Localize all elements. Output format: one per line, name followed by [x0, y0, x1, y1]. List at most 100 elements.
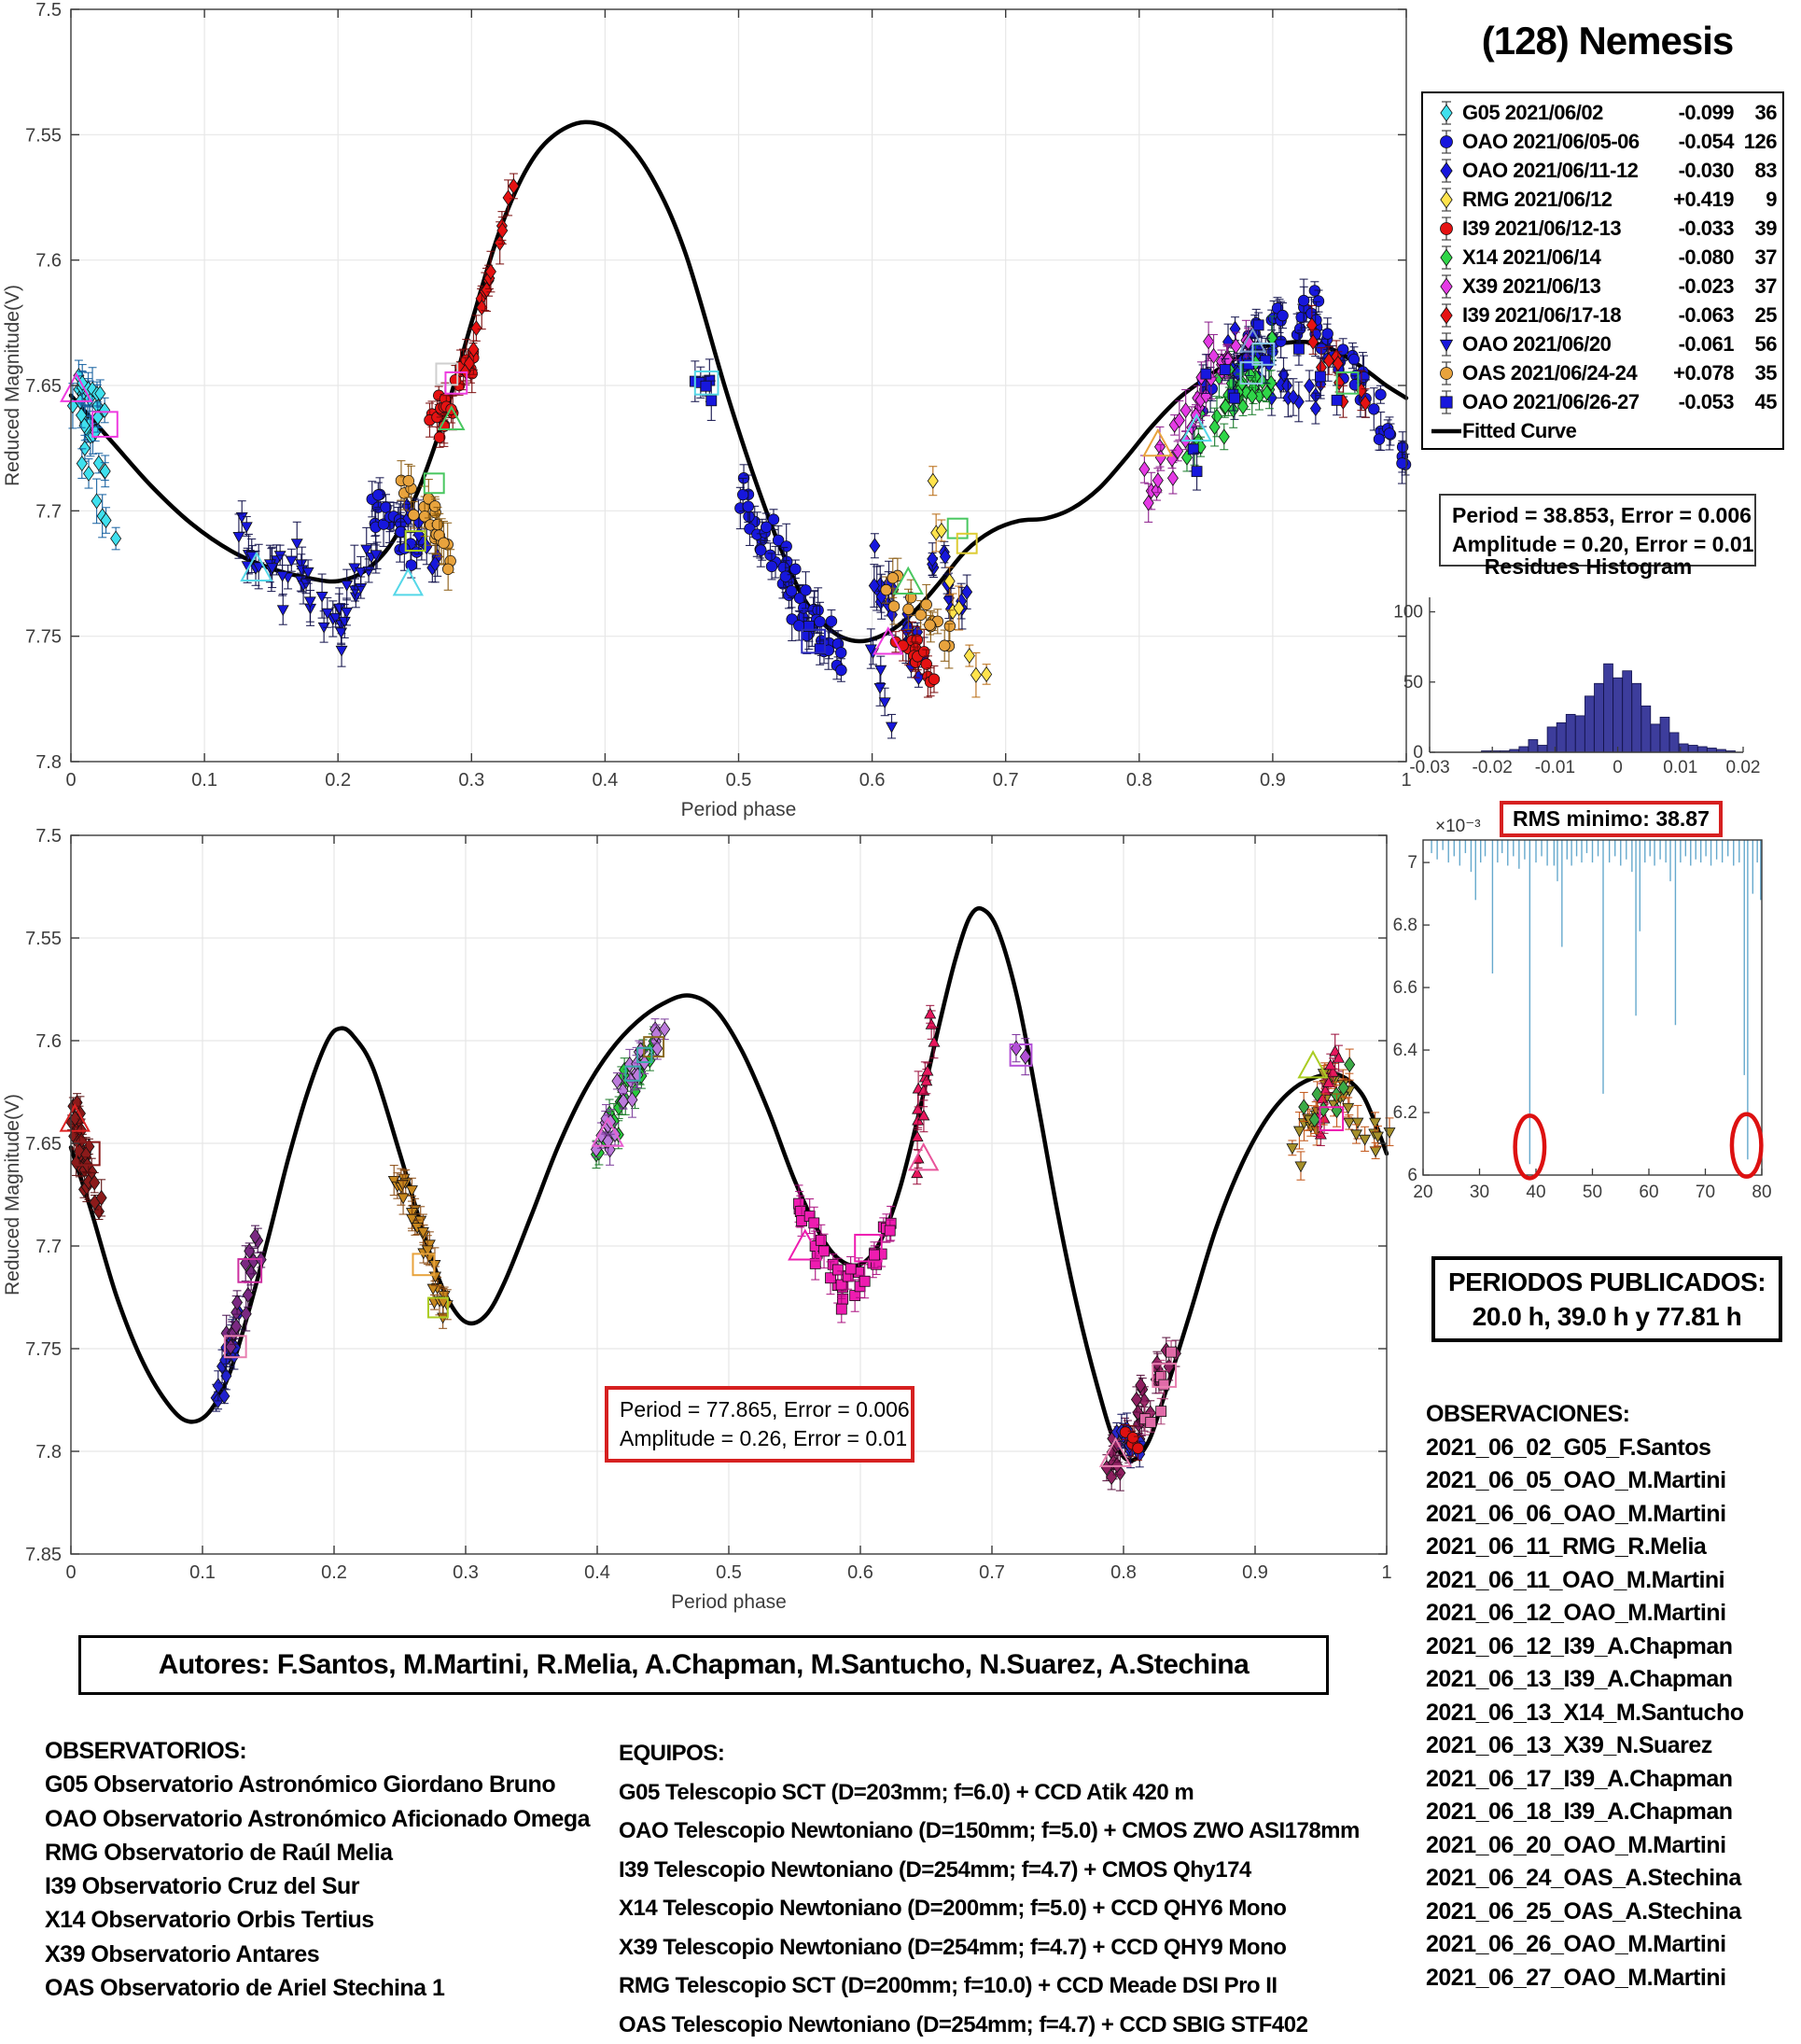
observation-item: 2021_06_24_OAS_A.Stechina [1426, 1862, 1799, 1896]
svg-text:0.3: 0.3 [458, 770, 484, 791]
svg-text:-0.01: -0.01 [1535, 758, 1575, 777]
svg-text:0.3: 0.3 [453, 1562, 479, 1583]
observatory-item: RMG Observatorio de Raúl Melia [45, 1836, 590, 1869]
observation-item: 2021_06_02_G05_F.Santos [1426, 1432, 1799, 1465]
published-periods-box: PERIODOS PUBLICADOS: 20.0 h, 39.0 h y 77… [1431, 1256, 1782, 1342]
equipment-item: X39 Telescopio Newtoniano (D=254mm; f=4.… [619, 1928, 1360, 1967]
svg-text:Reduced Magnitude(V): Reduced Magnitude(V) [2, 1094, 23, 1295]
legend-count: 37 [1734, 245, 1777, 270]
svg-text:0.6: 0.6 [847, 1562, 873, 1583]
legend-label: I39 2021/06/12-13 [1462, 217, 1657, 241]
legend-count: 36 [1734, 101, 1777, 125]
svg-text:0.5: 0.5 [716, 1562, 742, 1583]
observatories-items: G05 Observatorio Astronómico Giordano Br… [45, 1768, 590, 2005]
fit-period-77h: Period = 77.865, Error = 0.006 [620, 1395, 900, 1424]
legend-count: 37 [1734, 274, 1777, 299]
observation-item: 2021_06_13_I39_A.Chapman [1426, 1663, 1799, 1697]
authors-box: Autores: F.Santos, M.Martini, R.Melia, A… [78, 1635, 1329, 1695]
legend-offset: -0.061 [1657, 332, 1734, 357]
legend-label: I39 2021/06/17-18 [1462, 303, 1657, 328]
observation-item: 2021_06_27_OAO_M.Martini [1426, 1962, 1799, 1995]
published-periods-values: 20.0 h, 39.0 h y 77.81 h [1439, 1299, 1775, 1334]
legend-count: 126 [1734, 130, 1777, 154]
equipment-item: OAO Telescopio Newtoniano (D=150mm; f=5.… [619, 1812, 1360, 1851]
svg-text:0: 0 [1613, 758, 1623, 777]
svg-text:0.2: 0.2 [325, 770, 351, 791]
legend-offset: -0.080 [1657, 245, 1734, 270]
observatory-item: OAO Observatorio Astronómico Aficionado … [45, 1802, 590, 1836]
observation-item: 2021_06_18_I39_A.Chapman [1426, 1796, 1799, 1829]
legend-label: OAO 2021/06/11-12 [1462, 159, 1657, 183]
observation-item: 2021_06_26_OAO_M.Martini [1426, 1928, 1799, 1962]
legend-offset: +0.078 [1657, 361, 1734, 385]
observatory-item: I39 Observatorio Cruz del Sur [45, 1869, 590, 1903]
legend-count: 83 [1734, 159, 1777, 183]
svg-text:7.75: 7.75 [25, 627, 62, 648]
legend-count: 45 [1734, 390, 1777, 414]
svg-text:Period phase: Period phase [671, 1591, 787, 1613]
equipment-item: RMG Telescopio SCT (D=200mm; f=10.0) + C… [619, 1967, 1360, 2006]
legend-label: OAO 2021/06/26-27 [1462, 390, 1657, 414]
observation-item: 2021_06_06_OAO_M.Martini [1426, 1498, 1799, 1532]
published-periods-title: PERIODOS PUBLICADOS: [1439, 1265, 1775, 1299]
svg-text:80: 80 [1752, 1183, 1771, 1202]
fit-params-box-77h: Period = 77.865, Error = 0.006 Amplitude… [605, 1386, 914, 1463]
observation-item: 2021_06_11_RMG_R.Melia [1426, 1531, 1799, 1564]
svg-text:70: 70 [1696, 1183, 1715, 1202]
svg-text:7.6: 7.6 [35, 1031, 62, 1052]
legend-count: 25 [1734, 303, 1777, 328]
observations-title: OBSERVACIONES: [1426, 1398, 1799, 1432]
svg-text:7.6: 7.6 [35, 251, 62, 272]
legend-fitted-label: Fitted Curve [1462, 419, 1777, 443]
equipment-item: G05 Telescopio SCT (D=203mm; f=6.0) + CC… [619, 1773, 1360, 1813]
observation-item: 2021_06_12_I39_A.Chapman [1426, 1631, 1799, 1664]
legend-marker-diamond-icon [1431, 186, 1462, 214]
legend-marker-diamond-icon [1431, 99, 1462, 127]
legend-marker-square-icon [1431, 388, 1462, 416]
svg-text:7.8: 7.8 [35, 1442, 62, 1463]
svg-text:20: 20 [1413, 1183, 1432, 1202]
legend-count: 9 [1734, 188, 1777, 212]
svg-text:50: 50 [1403, 673, 1423, 693]
legend-label: X14 2021/06/14 [1462, 245, 1657, 270]
svg-text:0.01: 0.01 [1663, 758, 1697, 777]
equipment-item: I39 Telescopio Newtoniano (D=254mm; f=4.… [619, 1851, 1360, 1890]
svg-text:0.1: 0.1 [189, 1562, 216, 1583]
svg-text:6: 6 [1407, 1166, 1417, 1185]
svg-text:6.4: 6.4 [1393, 1041, 1418, 1060]
legend-marker-tridown-icon [1431, 330, 1462, 358]
svg-text:0.9: 0.9 [1242, 1562, 1268, 1583]
legend-label: G05 2021/06/02 [1462, 101, 1657, 125]
svg-text:-0.02: -0.02 [1473, 758, 1513, 777]
legend-offset: +0.419 [1657, 188, 1734, 212]
svg-text:0: 0 [1413, 743, 1423, 763]
observatories-title: OBSERVATORIOS: [45, 1734, 590, 1768]
svg-text:40: 40 [1526, 1183, 1545, 1202]
svg-text:0.4: 0.4 [592, 770, 618, 791]
legend-count: 39 [1734, 217, 1777, 241]
observation-item: 2021_06_20_OAO_M.Martini [1426, 1829, 1799, 1863]
legend-offset: -0.030 [1657, 159, 1734, 183]
svg-text:6.2: 6.2 [1393, 1103, 1417, 1123]
legend-marker-diamond-icon [1431, 244, 1462, 272]
legend-marker-circle-icon [1431, 359, 1462, 387]
svg-text:0.8: 0.8 [1110, 1562, 1137, 1583]
svg-text:50: 50 [1583, 1183, 1602, 1202]
observation-item: 2021_06_13_X14_M.Santucho [1426, 1697, 1799, 1730]
legend-offset: -0.023 [1657, 274, 1734, 299]
legend-label: OAO 2021/06/20 [1462, 332, 1657, 357]
svg-text:6.8: 6.8 [1393, 916, 1417, 935]
svg-text:0: 0 [65, 770, 76, 791]
svg-text:7.7: 7.7 [35, 501, 62, 522]
